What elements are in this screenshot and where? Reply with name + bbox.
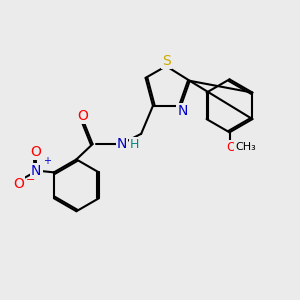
Text: O: O xyxy=(226,141,236,154)
Text: O: O xyxy=(77,109,88,122)
Text: +: + xyxy=(43,156,51,167)
Text: H: H xyxy=(130,138,139,151)
Text: N: N xyxy=(117,137,127,151)
Text: N: N xyxy=(177,104,188,118)
Text: O: O xyxy=(13,177,24,191)
Text: N: N xyxy=(31,164,41,178)
Text: S: S xyxy=(162,54,171,68)
Text: CH₃: CH₃ xyxy=(235,142,256,152)
Text: −: − xyxy=(26,175,35,185)
Text: O: O xyxy=(30,145,41,159)
